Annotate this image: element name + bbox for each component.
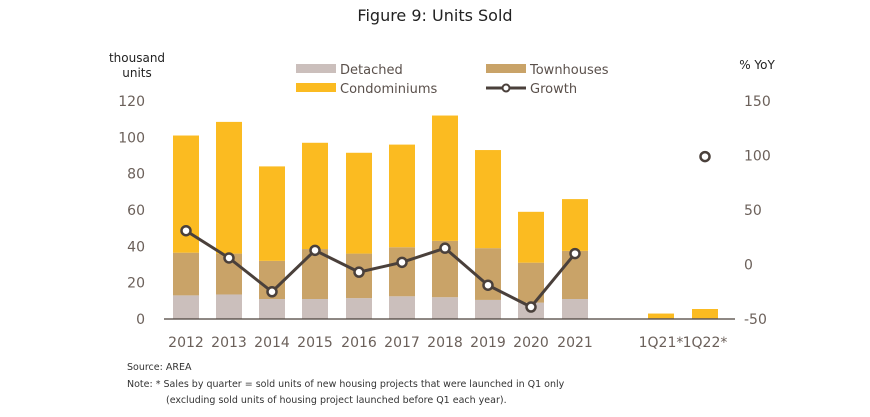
x-tick-2015: 2015 (297, 335, 333, 351)
growth-point-2012 (180, 224, 192, 237)
legend-label-detached: Detached (340, 63, 403, 78)
growth-point-2017 (396, 256, 408, 269)
y-left-tick-20: 20 (127, 276, 145, 292)
source-note: Source: AREA (127, 362, 192, 373)
bar-detached-2012 (173, 295, 199, 319)
footnote-line2: (excluding sold units of housing project… (166, 395, 507, 406)
legend-swatch-townhouses (486, 64, 526, 73)
y-axis-right-title: % YoY (739, 58, 775, 72)
bar-condominiums-2019 (475, 150, 501, 249)
x-tick-1Q21: 1Q21* (639, 335, 684, 351)
y-left-tick-120: 120 (118, 94, 145, 110)
x-tick-2018: 2018 (427, 335, 463, 351)
legend-label-townhouses: Townhouses (529, 63, 609, 78)
bar-detached-2015 (302, 299, 328, 319)
x-tick-2014: 2014 (254, 335, 290, 351)
bars-layer (173, 115, 718, 319)
x-tick-1Q22: 1Q22* (683, 335, 728, 351)
y-axis-left: 0 20 40 60 80 100 120 (118, 94, 145, 328)
growth-point-2015 (309, 244, 321, 257)
bar-townhouses-2015 (302, 249, 328, 300)
x-tick-2012: 2012 (168, 335, 204, 351)
bar-condominiums-2021 (562, 199, 588, 251)
legend-swatch-condominiums (296, 83, 336, 92)
bar-condominiums-2016 (346, 152, 372, 254)
bar-detached-2019 (475, 299, 501, 319)
bar-detached-2016 (346, 298, 372, 319)
y-left-tick-80: 80 (127, 167, 145, 183)
bar-detached-2018 (432, 297, 458, 319)
x-tick-2016: 2016 (341, 335, 377, 351)
growth-point-2014 (266, 286, 278, 298)
y-left-tick-40: 40 (127, 239, 145, 255)
bar-townhouses-2012 (173, 252, 199, 296)
x-tick-2017: 2017 (384, 335, 420, 351)
bar-condominiums-2015 (302, 142, 328, 250)
bar-condominiums-2014 (259, 166, 285, 261)
bar-condominiums-2017 (389, 144, 415, 248)
x-tick-2020: 2020 (513, 335, 549, 351)
y-axis-right: -50 0 50 100 150 (744, 94, 771, 328)
legend-label-growth: Growth (530, 82, 577, 97)
bar-condominiums-2020 (518, 211, 544, 263)
legend-swatch-detached (296, 64, 336, 73)
y-left-tick-100: 100 (118, 130, 145, 146)
x-axis-ticks: 2012 2013 2014 2015 2016 2017 2018 2019 2020 2021… (168, 335, 727, 351)
y-axis-left-title-line1: thousand (109, 51, 165, 65)
y-right-tick-150: 150 (744, 94, 771, 110)
bar-detached-2013 (216, 294, 242, 319)
y-left-tick-0: 0 (136, 312, 145, 328)
growth-point-2018 (439, 242, 451, 254)
y-right-tick-0: 0 (744, 258, 753, 274)
bar-townhouses-2019 (475, 248, 501, 300)
growth-point-2021 (569, 247, 581, 260)
growth-point-2013 (223, 252, 235, 264)
bar-condominiums-1Q21 (648, 313, 674, 319)
bar-condominiums-2013 (216, 121, 242, 254)
y-right-tick-100: 100 (744, 149, 771, 165)
bar-townhouses-2017 (389, 247, 415, 297)
bar-detached-2021 (562, 299, 588, 319)
bar-condominiums-1Q22 (692, 309, 718, 319)
growth-line (185, 229, 577, 309)
growth-point-2016 (353, 266, 365, 278)
bar-detached-2017 (389, 296, 415, 319)
legend: Detached Townhouses Condominiums Growth (296, 63, 609, 97)
bar-detached-2014 (259, 299, 285, 319)
growth-point-2019 (482, 279, 494, 291)
growth-line-layer (180, 150, 711, 313)
y-right-tick--50: -50 (744, 312, 767, 328)
bar-condominiums-2018 (432, 115, 458, 241)
growth-point-1Q22 (699, 150, 711, 163)
growth-point-2020 (525, 301, 537, 313)
legend-label-condominiums: Condominiums (340, 82, 438, 97)
x-tick-2021: 2021 (557, 335, 593, 351)
footnote-line1: Note: * Sales by quarter = sold units of… (127, 379, 565, 390)
x-tick-2013: 2013 (211, 335, 247, 351)
chart-title: Figure 9: Units Sold (357, 6, 513, 25)
y-axis-left-title-line2: units (122, 66, 152, 80)
legend-swatch-marker-growth (501, 83, 511, 93)
x-tick-2019: 2019 (470, 335, 506, 351)
y-right-tick-50: 50 (744, 203, 762, 219)
y-left-tick-60: 60 (127, 203, 145, 219)
